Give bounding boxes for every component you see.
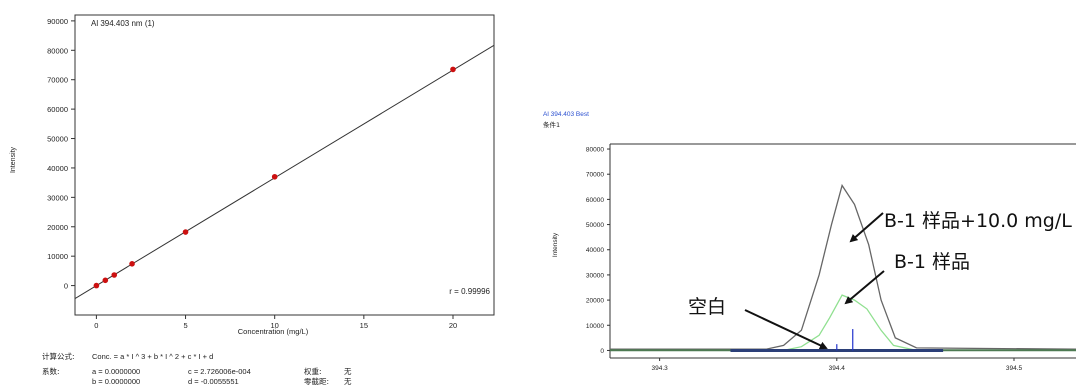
calibration-point (102, 277, 109, 284)
calibration-x-tick-label: 5 (183, 321, 187, 330)
calibration-x-tick-label: 20 (449, 321, 457, 330)
spectrum-line-spiked-sample (610, 183, 1076, 350)
spectrum-x-ticks: 394.3 394.4 394.5 (651, 358, 1022, 372)
calibration-x-tick-label: 15 (360, 321, 368, 330)
calibration-point (182, 229, 189, 235)
calibration-fit-line (75, 44, 494, 299)
annotation-blank: 空白 (688, 296, 726, 318)
spectrum-y-tick-label: 70000 (586, 172, 604, 179)
spectrum-y-tick-label: 50000 (586, 222, 604, 229)
calibration-point (450, 66, 456, 73)
calibration-x-axis-label: Concentration (mg/L) (238, 327, 309, 336)
calibration-y-tick-label: 90000 (47, 17, 68, 26)
coefficient-b: b = 0.0000000 (92, 377, 140, 386)
spectrum-y-tick-label: 80000 (586, 147, 604, 154)
calibration-point (271, 173, 278, 180)
spectrum-subtitle: 条件1 (543, 120, 560, 129)
coefficient-c: c = 2.726006e-004 (188, 367, 251, 376)
spectrum-y-tick-label: 40000 (586, 247, 604, 254)
arrow-spiked-sample (849, 212, 884, 243)
calibration-x-tick-label: 10 (271, 321, 279, 330)
calibration-r-annotation: r = 0.99996 (449, 287, 490, 296)
calibration-y-tick-label: 80000 (47, 46, 68, 55)
coefficient-d: d = -0.0055551 (188, 377, 239, 386)
spectrum-line-sample (610, 294, 1076, 352)
calibration-y-ticks: 0 10000 20000 30000 40000 50000 60000 70000 8000… (47, 17, 75, 291)
spectrum-y-tick-label: 20000 (586, 298, 604, 305)
spectrum-x-tick-label: 394.3 (651, 365, 668, 372)
spectrum-y-tick-label: 30000 (586, 272, 604, 279)
calibration-point (93, 282, 100, 289)
calibration-y-tick-label: 60000 (47, 105, 68, 114)
calibration-y-tick-label: 50000 (47, 135, 68, 144)
calibration-y-tick-label: 70000 (47, 76, 68, 85)
spectrum-x-tick-label: 394.5 (1006, 365, 1023, 372)
calibration-y-tick-label: 20000 (47, 223, 68, 232)
zero-intercept-label: 零截距: (304, 376, 329, 386)
spectrum-y-tick-label: 0 (600, 348, 604, 355)
spectrum-y-axis-label: Intensity (552, 232, 559, 257)
calibration-x-tick-label: 0 (94, 321, 98, 330)
calibration-y-tick-label: 30000 (47, 193, 68, 202)
calibration-plot-frame (74, 14, 495, 316)
formula-text: Conc. = a * I ^ 3 + b * I ^ 2 + c * I + … (92, 352, 213, 361)
zero-intercept-value: 无 (344, 377, 352, 386)
spectrum-chart: Al 394.403 Best 条件1 0 10000 20000 30000 4000… (543, 111, 1076, 372)
calibration-y-tick-label: 0 (64, 282, 68, 291)
spectrum-title: Al 394.403 Best (543, 111, 589, 118)
spectrum-y-tick-label: 60000 (586, 197, 604, 204)
calibration-points (93, 66, 456, 289)
calibration-point (129, 261, 135, 267)
calibration-y-tick-label: 10000 (47, 252, 68, 261)
calibration-y-axis-label: Intensity (10, 146, 17, 173)
spectrum-peak-sticks (836, 329, 854, 351)
weight-value: 无 (344, 367, 352, 376)
arrow-blank (744, 309, 828, 350)
spectrum-x-tick-label: 394.4 (829, 365, 846, 372)
calibration-point (111, 272, 118, 278)
coefficients-label: 系数: (42, 366, 60, 376)
coefficient-a: a = 0.0000000 (92, 367, 140, 376)
weight-label: 权重: (304, 366, 322, 376)
formula-label: 计算公式: (42, 351, 75, 361)
annotation-spiked-sample: B-1 样品+10.0 mg/L (884, 210, 1072, 232)
calibration-chart: 0 10000 20000 30000 40000 50000 60000 70000 8000… (10, 14, 495, 386)
spectrum-y-tick-label: 10000 (586, 323, 604, 330)
calibration-y-tick-label: 40000 (47, 164, 68, 173)
calibration-x-ticks: 0 5 10 15 20 (94, 315, 457, 330)
spectrum-y-ticks: 0 10000 20000 30000 40000 50000 60000 70000 8000… (586, 147, 610, 355)
calibration-title: Al 394.403 nm (1) (91, 19, 155, 28)
arrow-sample (844, 270, 885, 305)
annotation-sample: B-1 样品 (894, 251, 970, 273)
